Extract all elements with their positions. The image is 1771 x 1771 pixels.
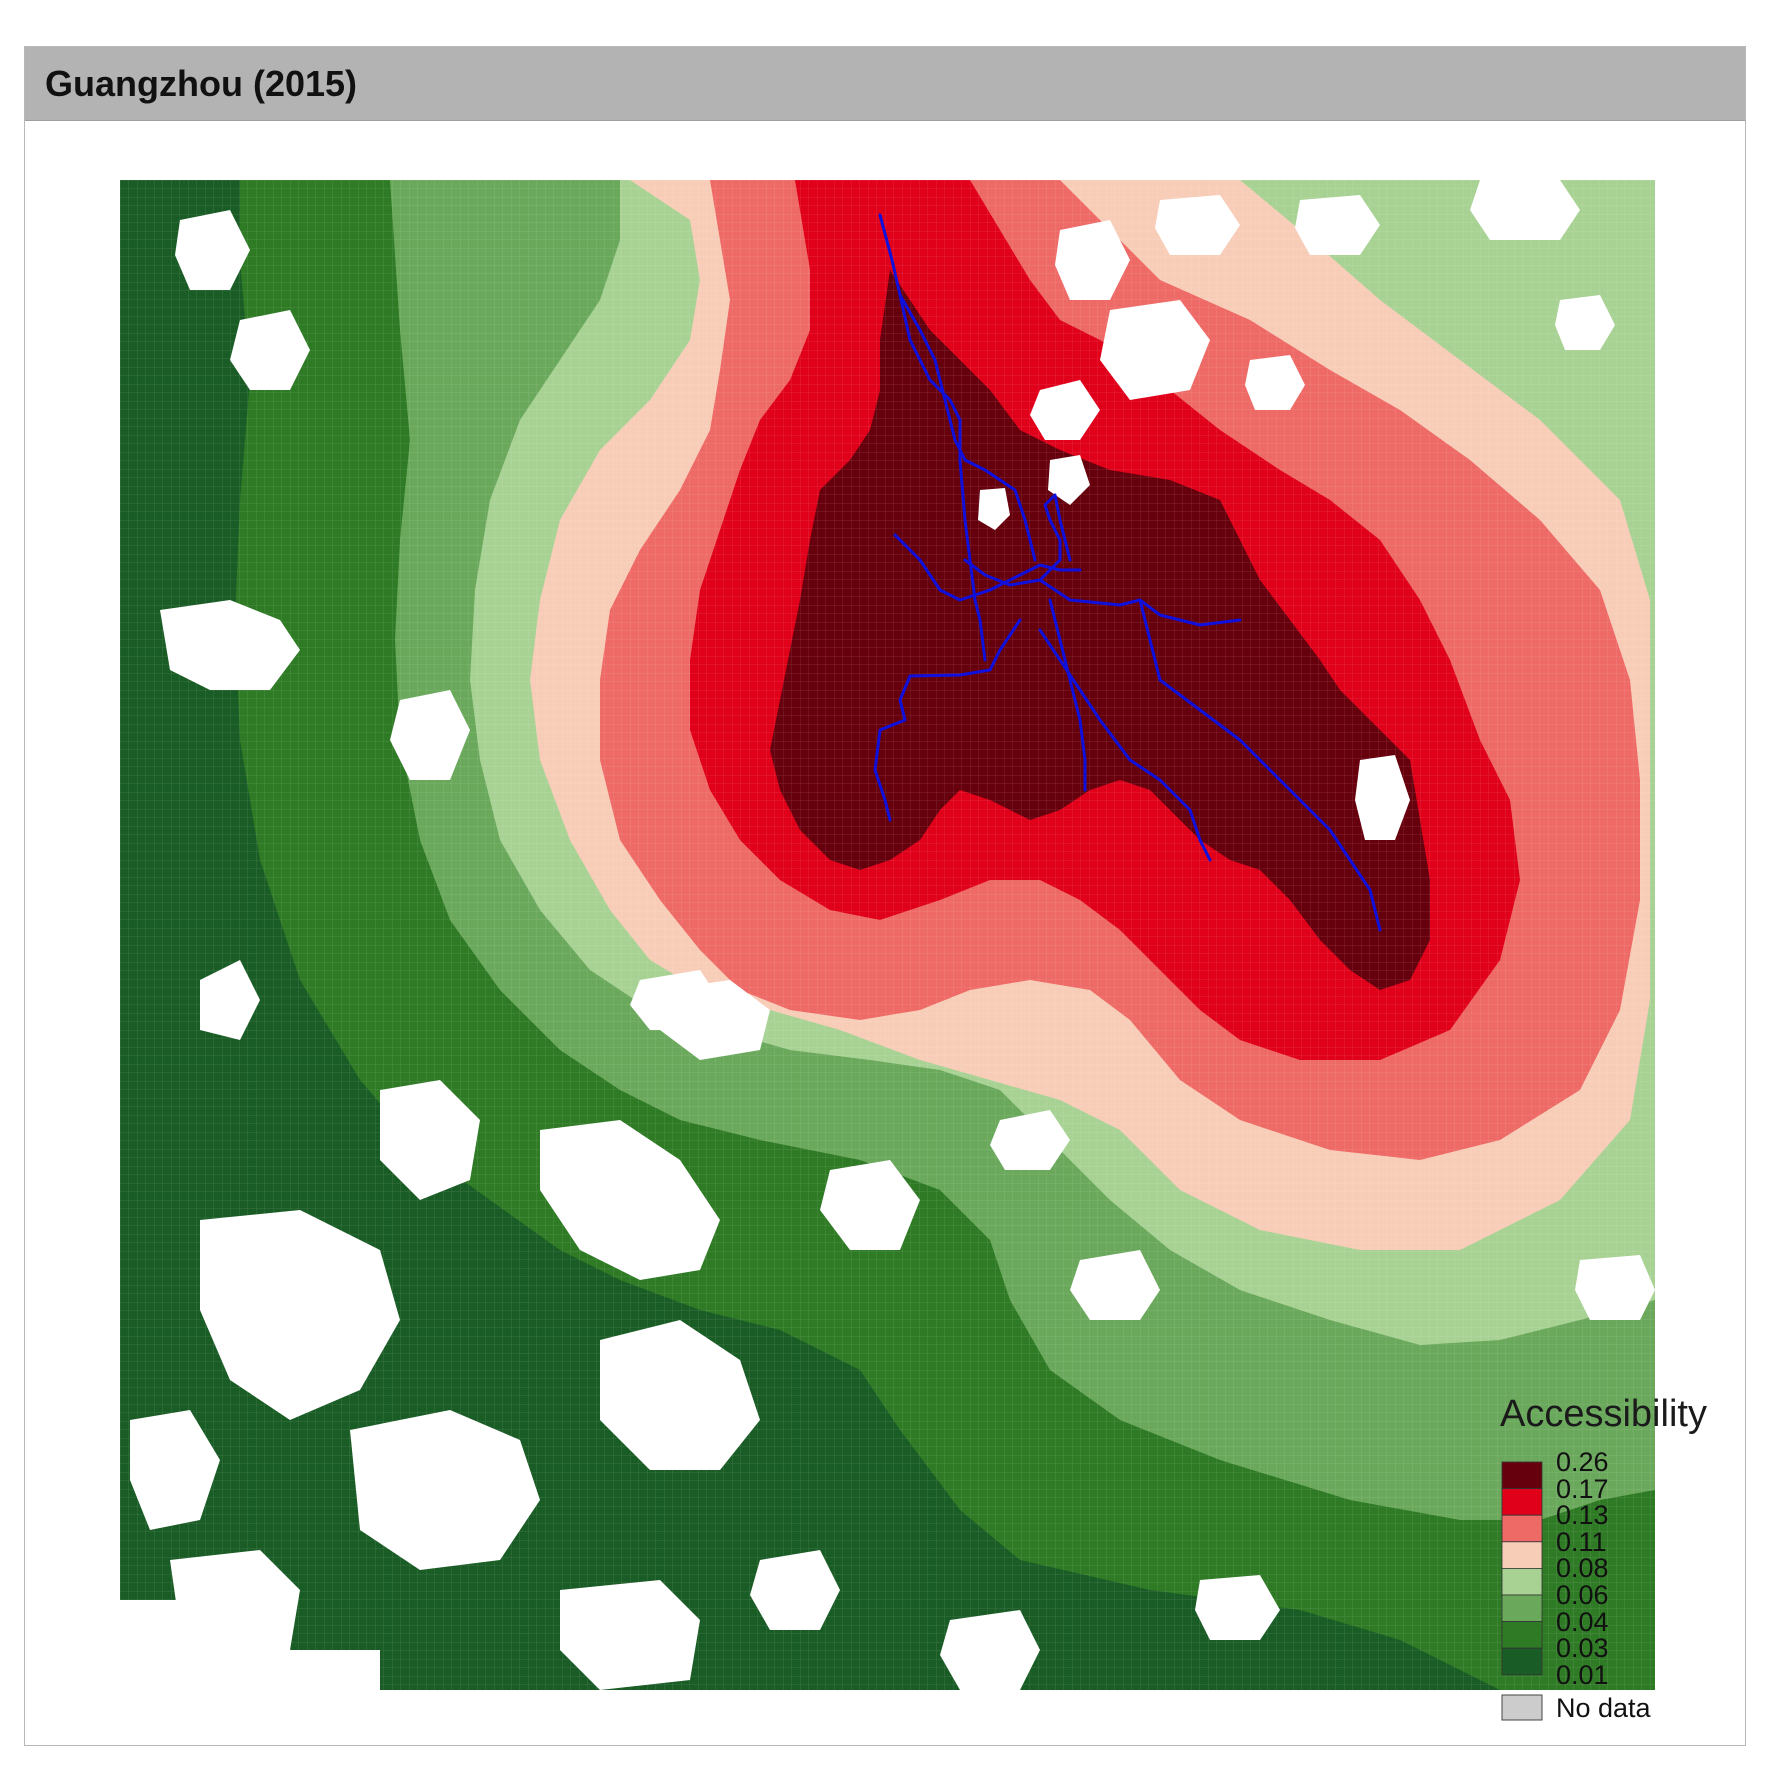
- legend-swatches: [1501, 1461, 1543, 1676]
- legend-nodata-swatch: [1501, 1694, 1543, 1721]
- legend-swatch: [1501, 1541, 1543, 1569]
- legend-break-label: 0.01: [1556, 1659, 1609, 1690]
- legend-swatch: [1501, 1621, 1543, 1649]
- legend-nodata-label: No data: [1556, 1693, 1651, 1723]
- legend-title: Accessibility: [1500, 1393, 1707, 1435]
- legend-swatch: [1501, 1647, 1543, 1676]
- legend-break-label: 0.26: [1556, 1447, 1609, 1477]
- raster-grid: [120, 180, 1655, 1690]
- metro-line-north2: [898, 293, 987, 662]
- legend-swatch: [1501, 1568, 1543, 1596]
- legend-break-label: 0.04: [1556, 1606, 1609, 1637]
- metro-line-south: [1048, 598, 1087, 792]
- legend-swatch: [1501, 1488, 1543, 1516]
- metro-line-north: [878, 213, 1037, 562]
- legend-break-label: 0.13: [1556, 1500, 1609, 1531]
- legend-break-label: 0.08: [1556, 1553, 1609, 1584]
- legend-swatch: [1501, 1461, 1543, 1490]
- metro-line-southwest: [873, 618, 1022, 822]
- legend-break-label: 0.06: [1556, 1580, 1609, 1610]
- legend-swatch: [1501, 1594, 1543, 1623]
- metro-line-loop: [963, 493, 1072, 587]
- legend-swatch: [1501, 1514, 1543, 1543]
- metro-lines: [873, 213, 1382, 932]
- legend-break-label: 0.11: [1556, 1526, 1607, 1557]
- legend-break-label: 0.17: [1556, 1473, 1609, 1504]
- panel-title: Guangzhou (2015): [45, 63, 358, 104]
- metro-line-sw2: [1038, 628, 1212, 862]
- panel-header: Guangzhou (2015): [25, 47, 1745, 121]
- legend-break-label: 0.03: [1556, 1633, 1609, 1664]
- metro-line-southeast: [1138, 598, 1382, 932]
